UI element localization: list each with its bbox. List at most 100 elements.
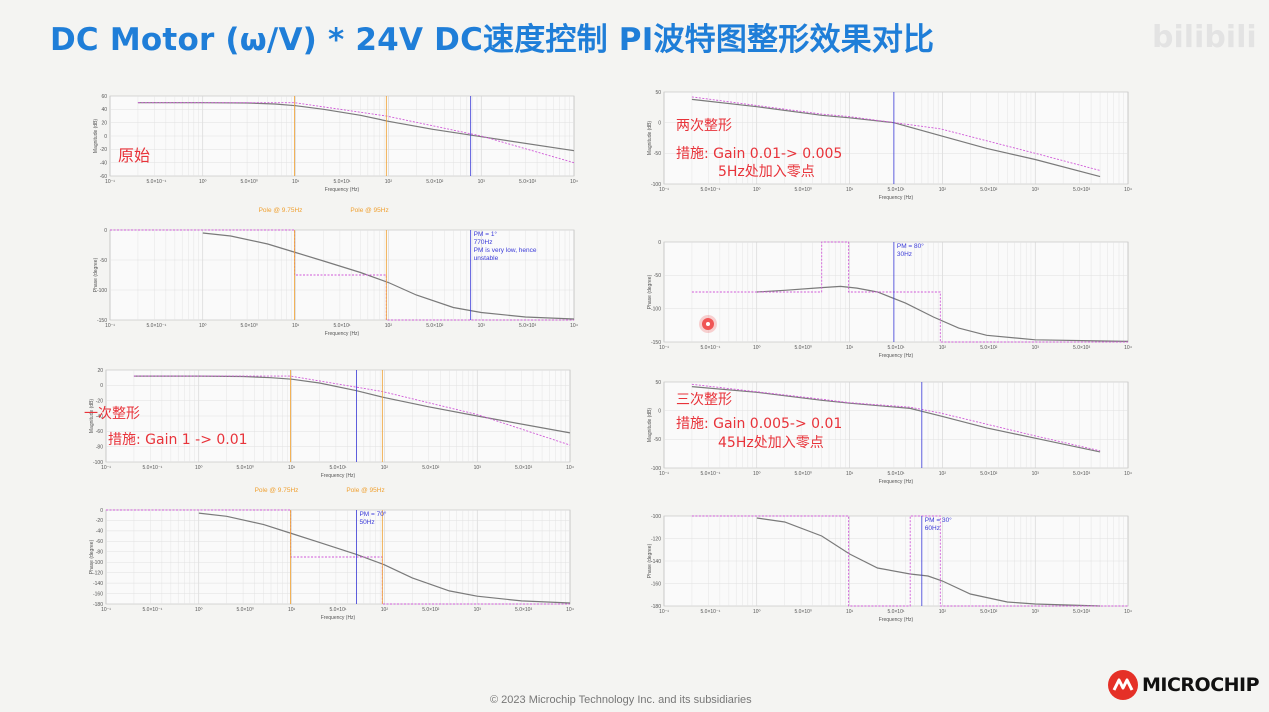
x-tick-label: 5.0×10¹ [887,187,904,193]
x-tick-label: 10⁻¹ [659,345,669,351]
x-tick-label: 10² [385,323,393,329]
x-tick-label: 10⁴ [1124,345,1132,351]
x-axis-label: Frequency (Hz) [325,331,360,337]
label-third: 三次整形 [676,392,732,408]
x-tick-label: 5.0×10⁻¹ [143,465,163,471]
x-tick-label: 10⁰ [199,179,207,185]
x-tick-label: 10² [381,607,389,613]
y-tick-label: -100 [93,460,103,466]
y-tick-label: -180 [93,602,103,608]
x-tick-label: 10⁴ [566,607,574,613]
x-axis-label: Frequency (Hz) [325,187,360,193]
y-axis-label: Phase (degree) [93,257,99,292]
x-tick-label: 5.0×10⁻¹ [143,607,163,613]
y-tick-label: -100 [651,514,661,520]
microchip-logo-text: MICROCHIP [1142,674,1260,696]
x-tick-label: 5.0×10¹ [887,471,904,477]
x-tick-label: 5.0×10² [422,607,439,613]
y-tick-label: 20 [101,120,107,126]
x-tick-label: 10³ [1032,345,1040,351]
pole-annotation: Pole @ 95Hz [346,487,384,494]
x-tick-label: 5.0×10¹ [887,609,904,615]
pm-annotation: 50Hz [359,519,374,526]
x-tick-label: 10⁻¹ [105,179,115,185]
response-curve [202,232,575,320]
x-tick-label: 5.0×10³ [1073,345,1090,351]
x-tick-label: 10¹ [292,179,300,185]
y-tick-label: -40 [96,414,103,420]
x-tick-label: 5.0×10¹ [329,607,346,613]
y-axis-label: Phase (degree) [89,539,95,574]
pm-annotation: PM = 80° [897,242,924,250]
cursor-pointer-icon [702,318,714,330]
plot-area [663,91,1129,185]
x-axis-label: Frequency (Hz) [879,479,914,485]
x-tick-label: 10⁴ [1124,187,1132,193]
y-tick-label: -40 [96,529,103,535]
x-tick-label: 5.0×10³ [519,179,536,185]
x-tick-label: 10¹ [292,323,300,329]
response-curve [137,102,575,152]
x-tick-label: 10² [939,345,947,351]
x-tick-label: 10³ [1032,187,1040,193]
microchip-logo-icon [1108,670,1138,700]
y-tick-label: 0 [100,383,103,389]
x-tick-label: 5.0×10³ [1073,187,1090,193]
x-tick-label: 5.0×10⁻¹ [147,323,167,329]
y-axis-label: Phase (degree) [647,274,653,309]
x-tick-label: 10¹ [846,609,854,615]
response-curve [133,375,571,434]
y-axis-label: Magnitude (dB) [93,119,99,154]
x-tick-label: 10³ [478,179,486,185]
label-original: 原始 [118,146,151,165]
y-tick-label: -120 [651,536,661,542]
pole-annotation: Pole @ 95Hz [350,207,388,214]
x-tick-label: 5.0×10² [426,179,443,185]
x-tick-label: 5.0×10³ [515,465,532,471]
x-axis-label: Frequency (Hz) [879,617,914,623]
x-tick-label: 5.0×10⁰ [794,345,811,351]
x-tick-label: 10⁰ [199,323,207,329]
y-axis-label: Phase (degree) [647,543,653,578]
y-tick-label: -100 [651,306,661,312]
x-tick-label: 10⁰ [753,345,761,351]
x-axis-label: Frequency (Hz) [321,473,356,479]
x-tick-label: 5.0×10⁻¹ [147,179,167,185]
asymptote-line [691,515,1128,607]
y-tick-label: -50 [654,151,661,157]
pm-annotation: PM is very low, hence [474,247,537,254]
plot-area [663,381,1129,469]
x-tick-label: 5.0×10⁻¹ [701,345,721,351]
x-tick-label: 10¹ [846,345,854,351]
y-tick-label: 40 [101,107,107,113]
response-curve [756,285,1129,342]
y-tick-label: -20 [96,398,103,404]
x-tick-label: 10⁻¹ [101,465,111,471]
x-tick-label: 5.0×10⁰ [794,609,811,615]
bilibili-watermark: bilibili [1152,20,1257,55]
y-tick-label: 0 [100,508,103,514]
x-tick-label: 10² [939,187,947,193]
y-tick-label: 0 [104,228,107,234]
y-tick-label: 0 [104,134,107,140]
plot-area [105,509,571,605]
pm-annotation: PM = 30° [925,516,952,524]
y-tick-label: 20 [97,368,103,374]
x-tick-label: 5.0×10³ [515,607,532,613]
x-tick-label: 10⁴ [1124,609,1132,615]
pm-annotation: PM = 1° [474,230,498,238]
x-tick-label: 10¹ [288,465,296,471]
y-axis-label: Magnitude (dB) [89,399,95,434]
x-tick-label: 10¹ [846,471,854,477]
x-tick-label: 10² [385,179,393,185]
pole-annotation: Pole @ 9.75Hz [259,207,303,214]
microchip-logo: MICROCHIP [1108,670,1260,700]
y-tick-label: -140 [651,559,661,565]
y-tick-label: 50 [655,90,661,96]
x-axis-label: Frequency (Hz) [879,195,914,201]
x-tick-label: 10⁻¹ [659,471,669,477]
x-tick-label: 5.0×10⁻¹ [701,187,721,193]
